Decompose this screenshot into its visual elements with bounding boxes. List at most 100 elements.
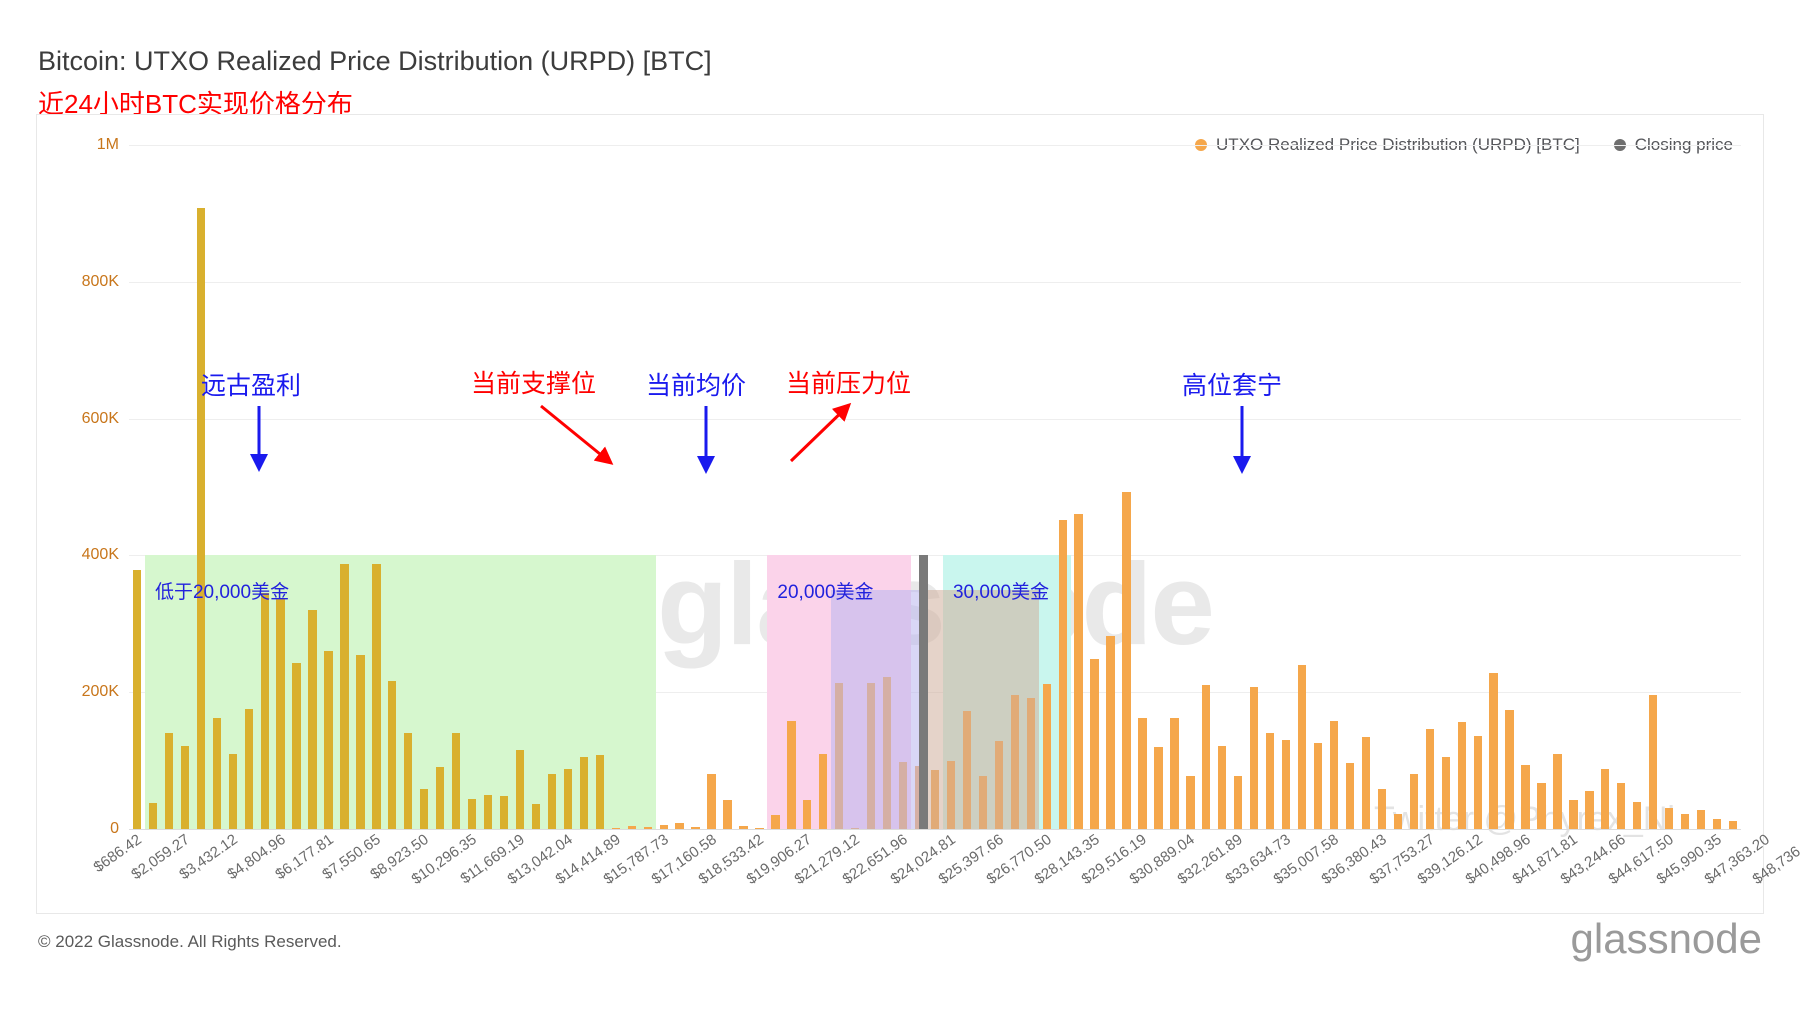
- bar[interactable]: [1186, 775, 1195, 829]
- bar[interactable]: [1537, 782, 1546, 829]
- bar[interactable]: [1649, 694, 1658, 829]
- chart-annotation-label: 当前均价: [646, 372, 747, 400]
- bar[interactable]: [1250, 686, 1259, 829]
- bar[interactable]: [260, 593, 269, 829]
- bar[interactable]: [1090, 659, 1099, 829]
- bar[interactable]: [803, 800, 812, 829]
- y-axis-tick: 200K: [81, 683, 119, 701]
- bar[interactable]: [675, 822, 684, 829]
- bar[interactable]: [1122, 492, 1131, 829]
- closing-price-marker[interactable]: [919, 555, 929, 829]
- bar[interactable]: [1633, 801, 1642, 829]
- bar[interactable]: [1585, 790, 1594, 829]
- bar[interactable]: [1728, 820, 1738, 829]
- chart-annotation-label: 高位套宁: [1182, 372, 1283, 400]
- bar[interactable]: [579, 757, 589, 829]
- bar[interactable]: [1329, 720, 1339, 829]
- price-band-label: 低于20,000美金: [154, 582, 290, 604]
- bar[interactable]: [723, 800, 732, 829]
- bar[interactable]: [611, 827, 620, 829]
- bar[interactable]: [1361, 737, 1371, 829]
- bar[interactable]: [244, 709, 253, 829]
- bar[interactable]: [707, 774, 716, 829]
- bar[interactable]: [819, 753, 828, 829]
- bar[interactable]: [1313, 742, 1323, 829]
- bar[interactable]: [212, 718, 221, 829]
- bar[interactable]: [1266, 733, 1275, 829]
- bar[interactable]: [340, 563, 349, 829]
- bar[interactable]: [787, 720, 796, 829]
- bar[interactable]: [196, 207, 205, 829]
- bar[interactable]: [1457, 722, 1466, 829]
- bar[interactable]: [1521, 764, 1530, 829]
- bar[interactable]: [1553, 753, 1562, 829]
- price-band-label: 20,000美金: [777, 582, 874, 604]
- bar[interactable]: [388, 680, 397, 829]
- bar[interactable]: [1473, 735, 1482, 829]
- bar[interactable]: [1696, 809, 1706, 829]
- bar[interactable]: [1569, 800, 1578, 829]
- bar[interactable]: [1234, 775, 1243, 829]
- bar[interactable]: [1042, 684, 1051, 829]
- gridline: [129, 281, 1741, 283]
- bar[interactable]: [132, 570, 142, 829]
- chart-card: UTXO Realized Price Distribution (URPD) …: [36, 114, 1800, 914]
- y-axis-tick: 800K: [81, 272, 119, 290]
- bar[interactable]: [1154, 746, 1163, 829]
- bar[interactable]: [1138, 718, 1147, 829]
- bar[interactable]: [308, 610, 317, 829]
- bar[interactable]: [1170, 718, 1179, 829]
- bar[interactable]: [595, 755, 604, 829]
- bar[interactable]: [1601, 768, 1610, 829]
- bar[interactable]: [755, 827, 764, 829]
- plot-area: glassnode Twitter @Phyrex_Ni 0200K400K60…: [82, 136, 1741, 838]
- bar[interactable]: [452, 733, 461, 829]
- bar[interactable]: [1297, 664, 1307, 829]
- bar[interactable]: [180, 745, 189, 829]
- bar[interactable]: [436, 767, 445, 829]
- bar[interactable]: [1058, 519, 1067, 829]
- bar[interactable]: [483, 794, 493, 829]
- bar[interactable]: [148, 803, 158, 829]
- bar[interactable]: [515, 750, 525, 829]
- bar[interactable]: [1393, 813, 1402, 829]
- bar[interactable]: [324, 651, 333, 829]
- bar[interactable]: [1218, 745, 1227, 829]
- bar[interactable]: [739, 826, 748, 829]
- bar[interactable]: [627, 826, 636, 829]
- bar[interactable]: [1680, 813, 1690, 829]
- bar[interactable]: [420, 789, 429, 829]
- bar[interactable]: [1202, 684, 1211, 829]
- bar[interactable]: [1712, 819, 1722, 829]
- bar[interactable]: [1281, 740, 1291, 829]
- bar[interactable]: [1409, 774, 1418, 829]
- bar[interactable]: [499, 796, 509, 829]
- bar[interactable]: [1425, 729, 1434, 829]
- bar[interactable]: [276, 597, 285, 829]
- bar[interactable]: [563, 768, 573, 829]
- bar[interactable]: [1489, 673, 1498, 829]
- bar[interactable]: [771, 815, 780, 829]
- bar[interactable]: [1665, 808, 1674, 829]
- bar[interactable]: [1074, 514, 1083, 829]
- bar[interactable]: [1441, 756, 1450, 829]
- bar[interactable]: [547, 774, 557, 829]
- y-axis-tick: 1M: [96, 136, 119, 153]
- bar[interactable]: [531, 804, 541, 829]
- bar[interactable]: [164, 733, 174, 829]
- chart-title: Bitcoin: UTXO Realized Price Distributio…: [38, 46, 712, 76]
- bar[interactable]: [372, 563, 381, 829]
- bar[interactable]: [467, 798, 477, 829]
- bar[interactable]: [404, 733, 413, 829]
- bar[interactable]: [1377, 789, 1387, 829]
- bar[interactable]: [1106, 636, 1115, 829]
- bar[interactable]: [292, 662, 301, 829]
- bar[interactable]: [659, 824, 668, 829]
- bar[interactable]: [1345, 763, 1355, 829]
- bar[interactable]: [643, 826, 652, 829]
- bar[interactable]: [1505, 709, 1514, 829]
- bar[interactable]: [1617, 782, 1626, 829]
- bar[interactable]: [356, 654, 365, 829]
- bar[interactable]: [228, 753, 237, 829]
- bar[interactable]: [691, 826, 700, 829]
